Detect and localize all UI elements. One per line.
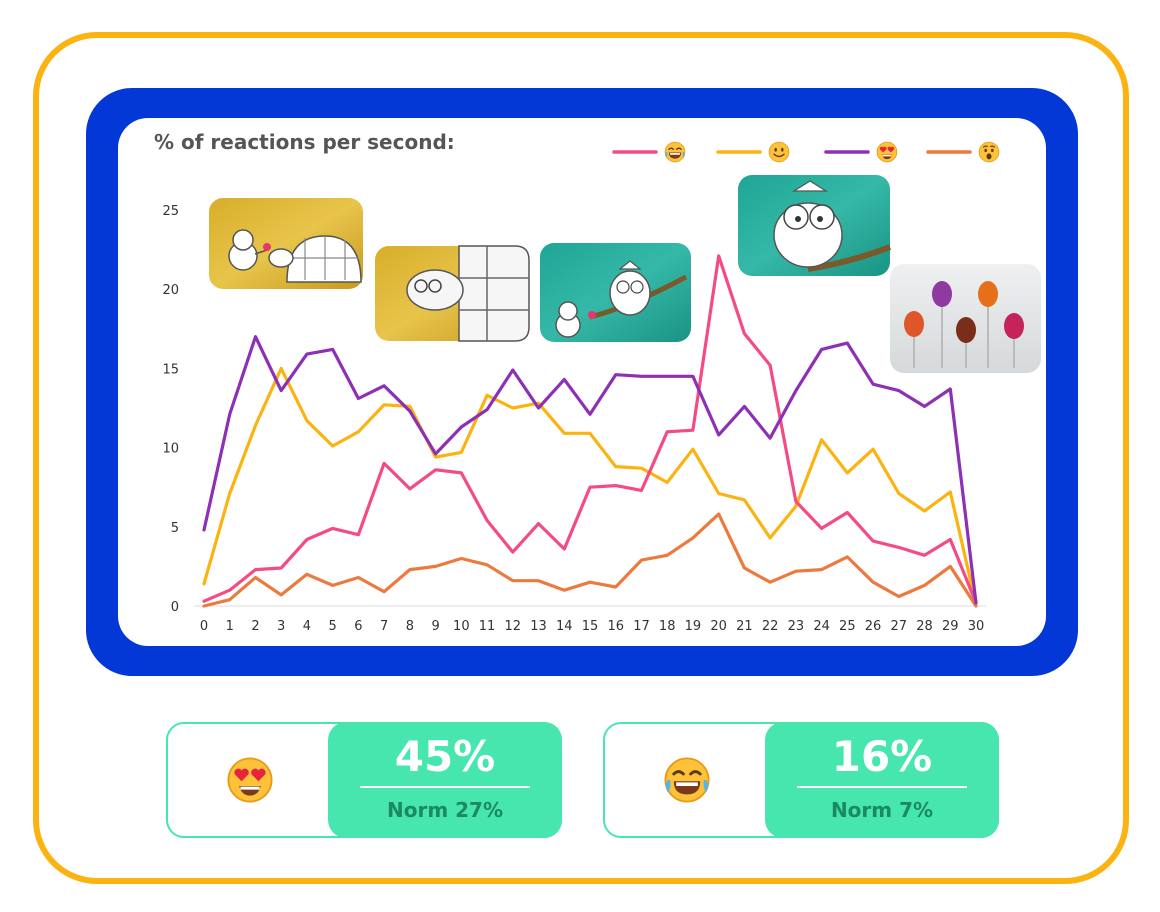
x-tick-label: 23 xyxy=(788,619,805,634)
heart-eyes-icon xyxy=(877,142,897,162)
chart-legend xyxy=(612,142,999,162)
x-tick-label: 14 xyxy=(556,619,573,634)
x-tick-label: 18 xyxy=(659,619,676,634)
x-tick-label: 15 xyxy=(582,619,599,634)
heart-eyes-stat-card: 45% Norm 27% xyxy=(166,722,562,838)
x-tick-label: 25 xyxy=(839,619,856,634)
stat-divider xyxy=(360,786,530,788)
owl-closeup-frame xyxy=(738,175,892,276)
x-tick-label: 16 xyxy=(607,619,624,634)
x-tick-label: 6 xyxy=(354,619,362,634)
y-tick-label: 10 xyxy=(162,442,179,457)
laughing-tears-icon xyxy=(663,756,711,804)
stat-norm: Norm 27% xyxy=(386,798,503,822)
boy-and-tortoise-frame xyxy=(209,198,363,289)
x-tick-label: 24 xyxy=(813,619,830,634)
stat-value: 16% xyxy=(831,732,933,781)
series-lines xyxy=(202,254,978,608)
y-axis: 0 5 10 15 20 25 xyxy=(162,204,179,615)
y-tick-label: 0 xyxy=(171,600,179,615)
x-tick-label: 4 xyxy=(303,619,311,634)
x-tick-label: 2 xyxy=(251,619,259,634)
x-tick-label: 20 xyxy=(710,619,727,634)
laughing-tears-icon xyxy=(665,142,685,162)
smile-icon xyxy=(769,142,789,162)
x-tick-label: 12 xyxy=(505,619,522,634)
x-tick-label: 26 xyxy=(865,619,882,634)
laughing-stat-card: 16% Norm 7% xyxy=(603,722,999,838)
y-tick-label: 20 xyxy=(162,283,179,298)
x-tick-label: 0 xyxy=(200,619,208,634)
x-tick-label: 1 xyxy=(226,619,234,634)
x-tick-label: 27 xyxy=(891,619,908,634)
y-tick-label: 15 xyxy=(162,362,179,377)
heart-eyes-icon xyxy=(226,756,274,804)
x-tick-label: 3 xyxy=(277,619,285,634)
tortoise-closeup-frame xyxy=(375,245,530,342)
boy-and-owl-frame xyxy=(540,243,691,342)
chart-title: % of reactions per second: xyxy=(154,130,455,154)
y-tick-label: 25 xyxy=(162,204,179,219)
lollipops-product-frame xyxy=(890,264,1041,373)
stat-divider xyxy=(797,786,967,788)
series-line-smile xyxy=(202,366,978,606)
y-tick-label: 5 xyxy=(171,521,179,536)
x-tick-label: 28 xyxy=(916,619,933,634)
series-line-laughing-tears xyxy=(202,254,978,605)
x-tick-label: 9 xyxy=(431,619,439,634)
x-tick-label: 13 xyxy=(530,619,547,634)
stat-value: 45% xyxy=(394,732,496,781)
surprised-icon xyxy=(979,142,999,162)
scene-thumbnails xyxy=(209,175,1041,373)
x-tick-label: 8 xyxy=(406,619,414,634)
x-tick-label: 7 xyxy=(380,619,388,634)
x-tick-label: 11 xyxy=(479,619,496,634)
x-tick-label: 17 xyxy=(633,619,650,634)
series-line-heart-eyes xyxy=(202,335,978,605)
x-tick-label: 5 xyxy=(329,619,337,634)
x-tick-label: 29 xyxy=(942,619,959,634)
x-axis: 0 1 2 3 4 5 6 7 8 9 10 11 12 13 14 15 16 17 18 19 20 21 22 23 24… xyxy=(200,619,984,634)
x-tick-label: 30 xyxy=(968,619,985,634)
x-tick-label: 19 xyxy=(685,619,702,634)
stat-norm: Norm 7% xyxy=(830,798,934,822)
x-tick-label: 21 xyxy=(736,619,753,634)
x-tick-label: 22 xyxy=(762,619,779,634)
x-tick-label: 10 xyxy=(453,619,470,634)
series-line-surprised xyxy=(202,512,978,608)
